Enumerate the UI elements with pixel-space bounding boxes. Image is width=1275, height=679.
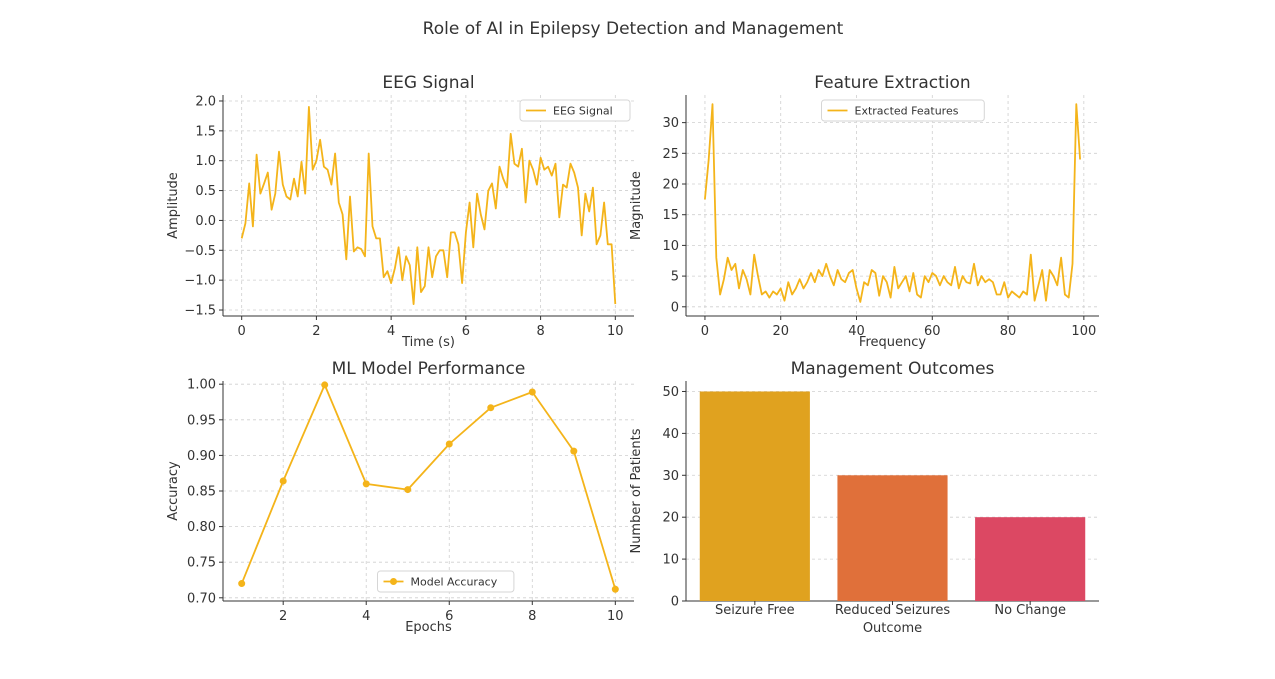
x-tick-label: 40 xyxy=(848,324,865,339)
y-tick-label: 40 xyxy=(662,427,679,442)
x-axis-label: Time (s) xyxy=(401,335,455,350)
data-point xyxy=(570,447,578,455)
y-tick-label: 5 xyxy=(671,270,679,285)
x-axis-label: Frequency xyxy=(859,335,926,350)
x-tick-label: 6 xyxy=(462,324,470,339)
data-point xyxy=(404,486,412,494)
data-point xyxy=(362,480,370,488)
x-tick-label: 4 xyxy=(387,324,395,339)
x-tick-label: 10 xyxy=(607,609,624,624)
panel-title: EEG Signal xyxy=(382,73,474,93)
x-tick-label: 4 xyxy=(362,609,370,624)
y-tick-label: 0.95 xyxy=(187,413,216,428)
panel-title: Feature Extraction xyxy=(814,73,970,93)
y-tick-label: 2.0 xyxy=(195,94,216,109)
x-tick-label: Seizure Free xyxy=(715,603,795,618)
x-tick-label: 8 xyxy=(536,324,544,339)
y-tick-label: 30 xyxy=(662,116,679,131)
y-tick-label: −0.5 xyxy=(184,244,216,259)
y-tick-label: 0.5 xyxy=(195,184,216,199)
y-axis-label: Accuracy xyxy=(166,461,181,521)
legend-label: Extracted Features xyxy=(855,105,959,118)
panel-management-outcomes: 0 10 20 30 40 50 Management Outcomes Outcome Num… xyxy=(629,359,1099,636)
legend-box xyxy=(377,570,515,593)
x-tick-label: 0 xyxy=(701,324,709,339)
data-point xyxy=(238,580,246,588)
x-tick-label: 0 xyxy=(238,324,246,339)
x-tick-label: 60 xyxy=(924,324,941,339)
x-tick-label: 100 xyxy=(1071,324,1096,339)
y-tick-label: 0.90 xyxy=(187,449,216,464)
x-tick-label: 20 xyxy=(772,324,789,339)
y-tick-label: 1.5 xyxy=(195,124,216,139)
x-tick-label: 2 xyxy=(279,609,287,624)
x-tick-label: Reduced Seizures xyxy=(835,603,950,618)
y-tick-label: 0.75 xyxy=(187,556,216,571)
y-tick-label: 1.0 xyxy=(195,154,216,169)
x-tick-label: 80 xyxy=(1000,324,1017,339)
y-tick-label: 0.0 xyxy=(195,214,216,229)
bar xyxy=(699,391,810,601)
y-axis-label: Amplitude xyxy=(166,172,181,239)
y-tick-label: 1.00 xyxy=(187,378,216,393)
legend-label: Model Accuracy xyxy=(411,576,498,589)
y-tick-label: −1.0 xyxy=(184,274,216,289)
y-axis-label: Magnitude xyxy=(629,171,644,240)
legend: EEG Signal xyxy=(519,99,631,122)
panel-feature-extraction: 0 5 10 15 20 25 30 0 20 40 60 80 100 Feature Extracti… xyxy=(629,73,1099,350)
data-point xyxy=(279,477,287,485)
x-tick-label: 8 xyxy=(528,609,536,624)
y-tick-label: 0 xyxy=(671,595,679,610)
data-point xyxy=(487,404,495,412)
y-tick-label: 30 xyxy=(662,469,679,484)
data-point xyxy=(611,585,619,593)
x-tick-label: No Change xyxy=(994,603,1066,618)
x-axis-label: Epochs xyxy=(405,620,452,635)
figure-title: Role of AI in Epilepsy Detection and Man… xyxy=(423,19,844,39)
bar xyxy=(975,517,1086,601)
y-tick-label: 25 xyxy=(662,147,679,162)
bar xyxy=(837,475,948,601)
legend-label: EEG Signal xyxy=(553,105,613,118)
panel-ml-model-performance: 0.70 0.75 0.80 0.85 0.90 0.95 1.00 2 4 6 8 10 ML Mod… xyxy=(166,359,634,635)
series-line xyxy=(240,383,617,590)
data-point xyxy=(445,440,453,448)
y-tick-label: 10 xyxy=(662,553,679,568)
y-tick-label: 0.70 xyxy=(187,591,216,606)
y-axis-label: Number of Patients xyxy=(629,428,644,553)
panel-title: ML Model Performance xyxy=(332,359,526,379)
legend-marker xyxy=(390,578,397,585)
y-tick-label: 0.80 xyxy=(187,520,216,535)
data-point xyxy=(321,381,329,389)
y-tick-label: 10 xyxy=(662,239,679,254)
panel-title: Management Outcomes xyxy=(791,359,995,379)
data-point xyxy=(528,388,536,396)
legend-box xyxy=(821,99,985,122)
y-tick-label: 20 xyxy=(662,178,679,193)
y-tick-label: 0.85 xyxy=(187,485,216,500)
y-tick-label: 20 xyxy=(662,511,679,526)
x-tick-label: 6 xyxy=(445,609,453,624)
legend: Model Accuracy xyxy=(377,570,515,593)
panel-eeg-signal: −1.5 −1.0 −0.5 0.0 0.5 1.0 1.5 2.0 0 2 4 6 8 10 EEG Si… xyxy=(166,73,634,350)
legend-box xyxy=(519,99,631,122)
y-tick-label: 50 xyxy=(662,385,679,400)
x-tick-label: 10 xyxy=(607,324,624,339)
x-axis-label: Outcome xyxy=(863,621,922,636)
series-line xyxy=(240,106,617,306)
y-tick-label: 15 xyxy=(662,208,679,223)
legend: Extracted Features xyxy=(821,99,985,122)
x-tick-label: 2 xyxy=(312,324,320,339)
y-tick-label: −1.5 xyxy=(184,304,216,319)
series-line xyxy=(704,103,1081,303)
y-tick-label: 0 xyxy=(671,300,679,315)
